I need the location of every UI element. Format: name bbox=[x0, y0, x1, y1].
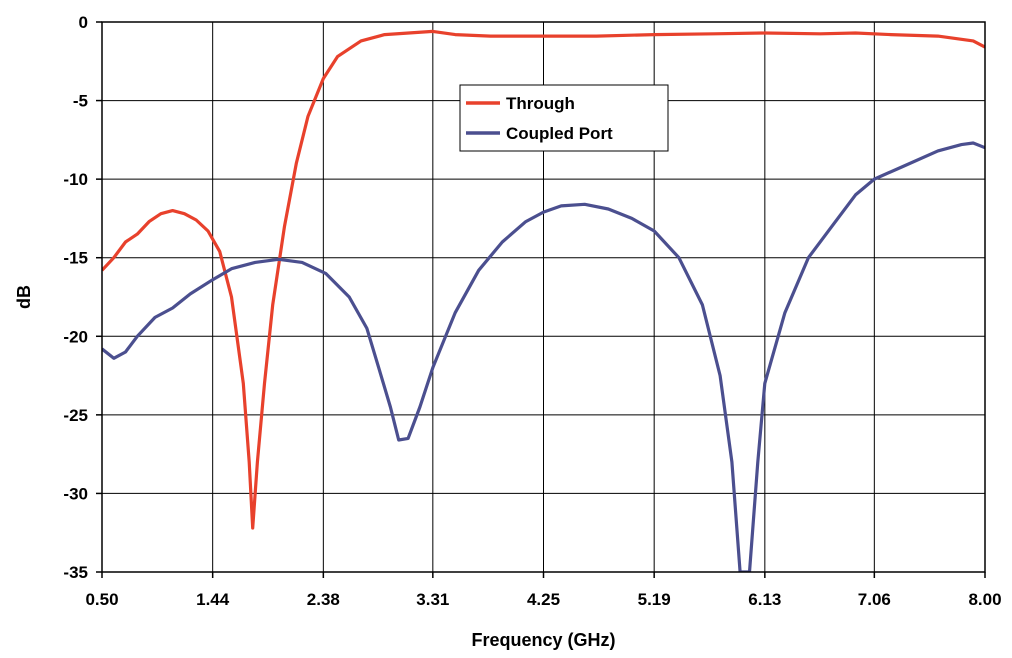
series-layer bbox=[102, 29, 985, 572]
x-tick-label: 1.44 bbox=[196, 590, 230, 609]
series-line-0 bbox=[102, 29, 985, 530]
y-axis-title: dB bbox=[14, 285, 34, 309]
legend: Through Coupled Port bbox=[459, 84, 669, 152]
y-tick-label: -15 bbox=[63, 249, 88, 268]
y-axis-ticks: 0 -5 -10 -15 -20 -25 -30 -35 bbox=[63, 13, 102, 582]
x-axis-title: Frequency (GHz) bbox=[471, 630, 615, 650]
x-tick-label: 6.13 bbox=[748, 590, 781, 609]
y-tick-label: 0 bbox=[79, 13, 88, 32]
y-tick-label: -25 bbox=[63, 406, 88, 425]
x-tick-label: 2.38 bbox=[307, 590, 340, 609]
y-tick-label: -20 bbox=[63, 327, 88, 346]
x-tick-label: 5.19 bbox=[638, 590, 671, 609]
y-tick-label: -5 bbox=[73, 92, 88, 111]
legend-label-through: Through bbox=[506, 94, 575, 113]
x-tick-label: 0.50 bbox=[85, 590, 118, 609]
x-tick-label: 4.25 bbox=[527, 590, 560, 609]
x-tick-label: 7.06 bbox=[858, 590, 891, 609]
legend-label-coupled-port: Coupled Port bbox=[506, 124, 613, 143]
y-tick-label: -10 bbox=[63, 170, 88, 189]
x-tick-label: 3.31 bbox=[416, 590, 449, 609]
series-line-1 bbox=[102, 141, 985, 572]
x-axis-ticks: 0.50 1.44 2.38 3.31 4.25 5.19 6.13 7.06 8.00 bbox=[85, 572, 1002, 609]
y-tick-label: -30 bbox=[63, 484, 88, 503]
legend-box bbox=[459, 84, 669, 152]
x-tick-label: 8.00 bbox=[968, 590, 1001, 609]
y-tick-label: -35 bbox=[63, 563, 88, 582]
